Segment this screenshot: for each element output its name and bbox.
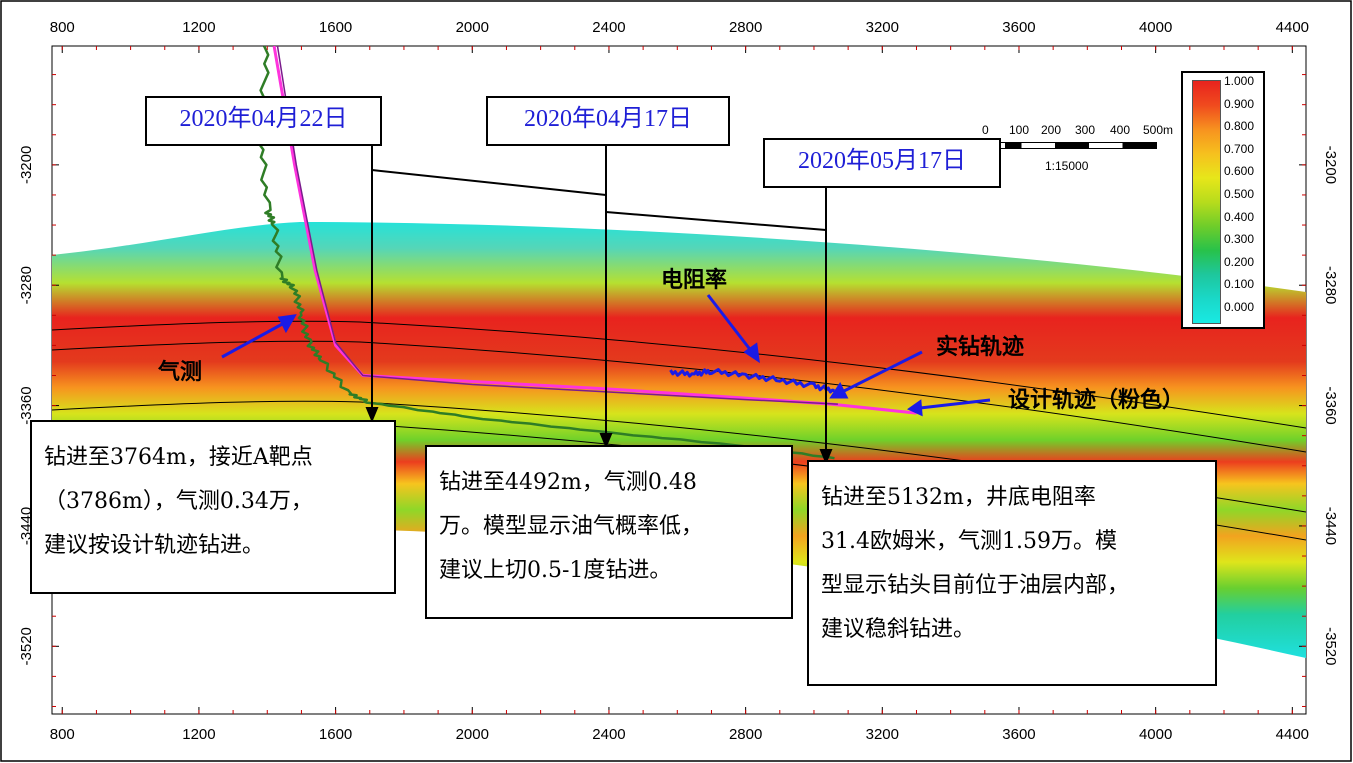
y-tick-label: -3280 xyxy=(1322,266,1339,304)
x-tick-label: 2000 xyxy=(456,19,489,36)
x-tick-label: 1200 xyxy=(182,726,215,743)
scale-label: 400 xyxy=(1110,123,1131,137)
scale-label: 300 xyxy=(1075,123,1096,137)
series-line-1 xyxy=(276,46,838,405)
x-tick-label: 1200 xyxy=(182,19,215,36)
colorbar-tick-label: 0.600 xyxy=(1224,164,1255,179)
y-tick-label: -3360 xyxy=(18,386,35,424)
date-box-0417: 2020年04月17日 xyxy=(486,96,730,146)
x-tick-label: 2800 xyxy=(729,726,762,743)
x-tick-label: 800 xyxy=(50,726,75,743)
note-box-1: 钻进至3764m，接近A靶点 （3786m），气测0.34万， 建议按设计轨迹钻… xyxy=(30,420,396,594)
y-tick-label: -3200 xyxy=(18,146,35,184)
date-box-0517: 2020年05月17日 xyxy=(763,138,1001,188)
colorbar-tick-label: 1.000 xyxy=(1224,74,1255,88)
series-layer xyxy=(256,46,917,460)
y-axis-left: -3200-3280-3360-3440-3520 xyxy=(18,74,59,707)
label-resistivity: 电阻率 xyxy=(661,268,728,293)
x-tick-label: 4400 xyxy=(1276,19,1309,36)
colorbar-tick-label: 0.800 xyxy=(1224,119,1255,134)
note-line: 钻进至3764m，接近A靶点 xyxy=(44,445,313,470)
colorbar-tick-label: 0.700 xyxy=(1224,141,1255,156)
label-actual-trajectory: 实钻轨迹 xyxy=(936,335,1025,360)
series-line-2 xyxy=(256,46,835,460)
x-tick-label: 2400 xyxy=(592,726,625,743)
x-tick-label: 2400 xyxy=(592,19,625,36)
x-tick-label: 1600 xyxy=(319,19,352,36)
colorbar-tick-label: 0.000 xyxy=(1224,300,1255,314)
x-tick-label: 2800 xyxy=(729,19,762,36)
label-design-trajectory: 设计轨迹（粉色） xyxy=(1008,388,1185,413)
note-box-2: 钻进至4492m，气测0.48 万。模型显示油气概率低， 建议上切0.5-1度钻… xyxy=(425,445,793,619)
y-tick-label: -3440 xyxy=(1322,507,1339,545)
x-tick-label: 3600 xyxy=(1002,19,1035,36)
colorbar-tick-label: 0.300 xyxy=(1224,232,1255,247)
date-box-0422: 2020年04月22日 xyxy=(145,96,382,146)
x-tick-label: 2000 xyxy=(456,726,489,743)
date-pointer-lines xyxy=(365,146,833,465)
scale-bar: 0 100 200 300 400 500m 1:15000 xyxy=(975,120,1180,180)
note-line: 钻进至4492m，气测0.48 xyxy=(439,470,697,495)
note-line: 钻进至5132m，井底电阻率 xyxy=(821,485,1096,510)
scale-ratio: 1:15000 xyxy=(1045,159,1089,173)
note-line: 31.4欧姆米，气测1.59万。模 xyxy=(821,529,1117,554)
colorbar-ramp xyxy=(1192,80,1221,324)
x-tick-label: 3600 xyxy=(1002,726,1035,743)
note-line: 万。模型显示油气概率低， xyxy=(439,514,704,539)
note-line: （3786m），气测0.34万， xyxy=(44,489,313,514)
x-tick-label: 3200 xyxy=(866,19,899,36)
x-tick-label: 4000 xyxy=(1139,726,1172,743)
x-axis-top: 800 1200 1600 2000 2400 2800 3200 3600 4000 4400 xyxy=(50,19,1309,53)
colorbar-tick-label: 0.900 xyxy=(1224,96,1255,111)
y-tick-label: -3520 xyxy=(1322,627,1339,665)
y-tick-label: -3520 xyxy=(18,627,35,665)
y-tick-label: -3360 xyxy=(1322,386,1339,424)
colorbar-legend: 1.000 0.900 0.800 0.700 0.600 0.500 0.400 0.300… xyxy=(1181,71,1265,329)
x-tick-label: 1600 xyxy=(319,726,352,743)
note-line: 建议上切0.5-1度钻进。 xyxy=(439,558,672,583)
label-gas-log: 气测 xyxy=(158,360,203,385)
x-tick-label: 4400 xyxy=(1276,726,1309,743)
y-axis-right: -3200 -3280 -3360 -3440 -3520 xyxy=(1299,74,1339,707)
scale-bar-graphic xyxy=(987,142,1157,149)
y-tick-label: -3200 xyxy=(1322,146,1339,184)
y-tick-label: -3280 xyxy=(18,266,35,304)
scale-label: 100 xyxy=(1009,123,1030,137)
layer-line-1 xyxy=(52,320,1306,429)
scale-label: 500m xyxy=(1143,123,1174,137)
colorbar-tick-label: 0.500 xyxy=(1224,187,1255,201)
note-box-3: 钻进至5132m，井底电阻率 31.4欧姆米，气测1.59万。模 型显示钻头目前… xyxy=(807,460,1217,686)
x-tick-label: 3200 xyxy=(866,726,899,743)
scale-label: 200 xyxy=(1041,123,1062,137)
colorbar-tick-label: 0.400 xyxy=(1224,209,1255,224)
note-line: 建议稳斜钻进。 xyxy=(821,617,976,642)
scale-label: 0 xyxy=(982,123,989,137)
annotation-arrows xyxy=(221,294,991,417)
series-line-3 xyxy=(669,368,835,394)
note-line: 型显示钻头目前位于油层内部， xyxy=(821,573,1130,598)
colorbar-tick-label: 0.100 xyxy=(1224,277,1255,292)
colorbar-tick-label: 0.200 xyxy=(1224,254,1255,269)
x-tick-label: 4000 xyxy=(1139,19,1172,36)
note-line: 建议按设计轨迹钻进。 xyxy=(44,533,265,558)
layer-line-2 xyxy=(52,340,1306,453)
x-axis-bottom: 800 1200 1600 2000 2400 2800 3200 3600 4000 4400 xyxy=(50,707,1309,743)
x-tick-label: 800 xyxy=(50,19,75,36)
